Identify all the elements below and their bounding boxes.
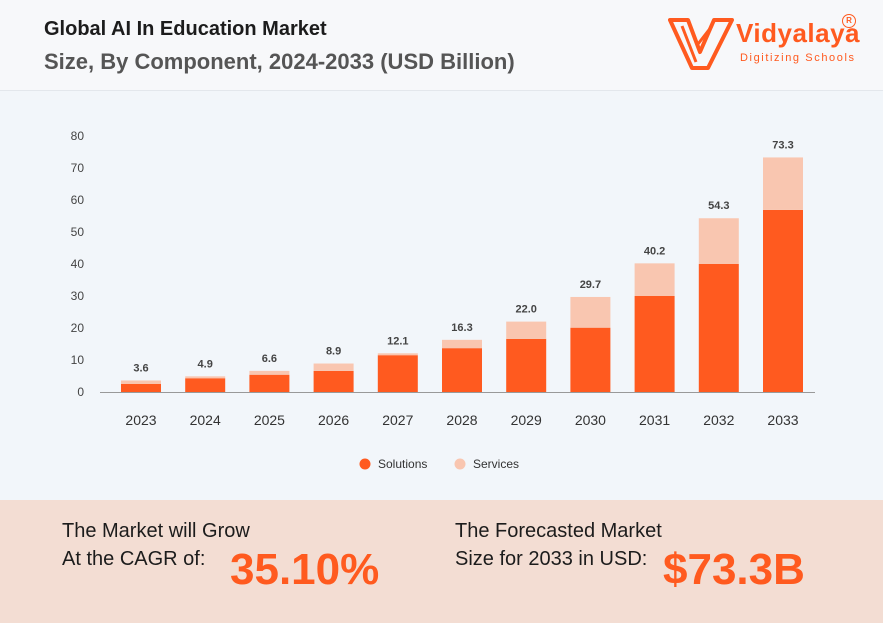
bar-solutions [249,374,290,392]
bar-services [763,157,803,210]
bar-total-label: 54.3 [708,200,729,212]
bar-services [442,339,482,349]
bar-total-label: 3.6 [133,362,148,374]
y-tick-label: 60 [71,193,85,207]
bar-solutions [634,296,675,392]
y-tick-label: 20 [71,321,85,335]
bar-total-label: 8.9 [326,346,341,358]
chart-subtitle: Size, By Component, 2024-2033 (USD Billi… [44,49,515,74]
bar-solutions [506,338,547,392]
x-tick-label: 2029 [511,412,542,428]
bar-services [121,380,161,384]
x-tick-label: 2025 [254,412,285,428]
cagr-value: 35.10% [230,545,380,594]
bar-total-label: 40.2 [644,245,665,257]
bar-total-label: 29.7 [580,279,601,291]
bar-solutions [698,264,739,392]
forecast-value: $73.3B [663,545,805,594]
bar-solutions [442,348,482,392]
forecast-label-line2: Size for 2033 in USD: [455,548,648,570]
logo-tagline: Digitizing Schools [740,52,856,64]
y-tick-label: 0 [77,385,84,399]
y-tick-label: 40 [71,257,85,271]
chart-header: Global AI In Education Market Size, By C… [0,0,883,91]
legend-solutions-marker [359,458,371,470]
vidyalaya-logo: Vidyalaya Digitizing Schools R [668,14,868,74]
bar-total-label: 73.3 [772,139,793,151]
bar-services [634,263,675,296]
y-tick-label: 30 [71,289,85,303]
bar-services [249,370,290,375]
vidyalaya-logo-mark-icon [668,18,734,70]
bar-services [506,321,547,339]
cagr-label-line2: At the CAGR of: [62,548,206,570]
x-tick-label: 2030 [575,412,606,428]
bar-solutions [185,378,226,392]
bar-services [185,376,226,379]
bar-chart: 010203040506070803.620234.920246.620258.… [71,129,815,471]
x-tick-label: 2032 [703,412,734,428]
bar-total-label: 6.6 [262,353,277,365]
y-tick-label: 80 [71,129,85,143]
y-tick-label: 10 [71,353,85,367]
registered-mark-icon: R [842,14,856,28]
bar-services [313,363,354,371]
chart-title: Global AI In Education Market [44,18,327,40]
bar-solutions [763,209,803,392]
x-tick-label: 2028 [446,412,477,428]
logo-name: Vidyalaya [736,18,861,48]
x-tick-label: 2023 [125,412,156,428]
bar-solutions [570,327,611,392]
bar-total-label: 12.1 [387,335,408,347]
y-tick-label: 70 [71,161,85,175]
bar-services [698,218,739,264]
x-tick-label: 2033 [767,412,798,428]
bar-total-label: 4.9 [198,358,213,370]
legend-services-label: Services [473,457,519,471]
bar-solutions [377,355,418,392]
bar-solutions [313,370,354,392]
x-tick-label: 2027 [382,412,413,428]
bar-total-label: 22.0 [515,304,536,316]
y-tick-label: 50 [71,225,85,239]
bar-services [570,296,611,328]
bar-services [377,353,418,356]
x-tick-label: 2026 [318,412,349,428]
legend-solutions-label: Solutions [378,457,427,471]
x-tick-label: 2031 [639,412,670,428]
bar-solutions [121,384,161,392]
bar-total-label: 16.3 [451,322,472,334]
cagr-label-line1: The Market will Grow [62,520,250,542]
forecast-label-line1: The Forecasted Market [455,520,662,542]
x-tick-label: 2024 [190,412,221,428]
legend-services-marker [454,458,466,470]
summary-footer: The Market will Grow At the CAGR of: 35.… [0,500,883,623]
